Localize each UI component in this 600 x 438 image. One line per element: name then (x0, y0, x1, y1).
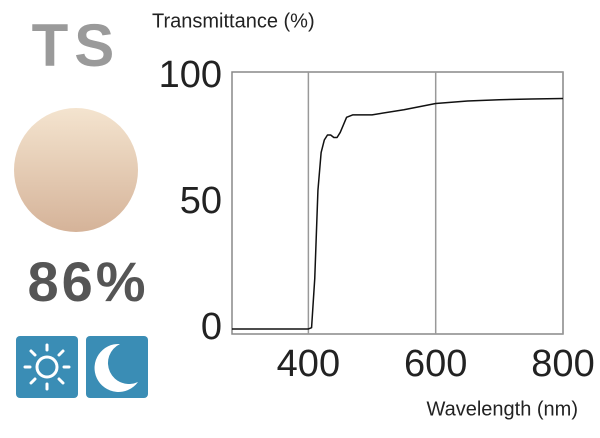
code-label: TS (32, 12, 121, 79)
y-axis-label: Transmittance (%) (152, 10, 315, 32)
x-tick-label: 600 (404, 343, 467, 385)
color-swatch (14, 108, 138, 232)
x-axis-label: Wavelength (nm) (426, 398, 578, 420)
percent-label: 86% (27, 250, 148, 313)
moon-icon (86, 336, 148, 398)
y-tick-label: 50 (180, 180, 222, 222)
y-tick-label: 0 (201, 306, 222, 348)
data-line (232, 97, 564, 330)
sun-icon (16, 336, 78, 398)
x-tick-label: 400 (277, 343, 340, 385)
y-tick-label: 100 (159, 54, 222, 96)
x-tick-label: 800 (531, 343, 594, 385)
